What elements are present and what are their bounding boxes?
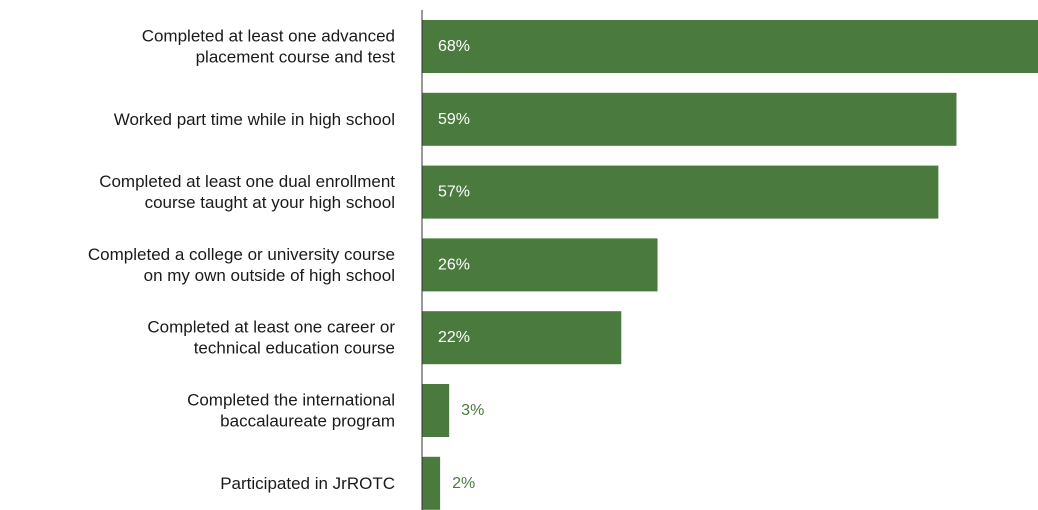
category-label-6: Participated in JrROTC (220, 474, 395, 493)
category-label-line: Completed at least one career or (147, 318, 395, 337)
value-label-6: 2% (452, 475, 475, 492)
bar-5 (422, 384, 450, 437)
category-label-line: technical education course (194, 339, 395, 358)
category-label-line: Worked part time while in high school (114, 110, 395, 129)
value-label-4: 22% (438, 329, 470, 346)
category-label-line: Completed a college or university course (88, 245, 395, 264)
category-label-line: baccalaureate program (220, 412, 395, 431)
category-label-line: placement course and test (196, 48, 396, 67)
category-label-line: on my own outside of high school (144, 266, 395, 285)
category-label-3: Completed a college or university course… (88, 245, 395, 285)
category-label-line: Completed at least one dual enrollment (99, 172, 395, 191)
bar-1 (422, 92, 957, 146)
bar-4 (422, 311, 622, 365)
bar-6 (422, 456, 441, 510)
category-label-line: Completed at least one advanced (142, 27, 395, 46)
value-label-0: 68% (438, 38, 470, 55)
category-label-line: Completed the international (187, 391, 395, 410)
bar-3 (422, 238, 658, 292)
value-label-1: 59% (438, 111, 470, 128)
bar-0 (422, 20, 1038, 73)
category-label-5: Completed the international baccalaureate… (187, 391, 395, 431)
value-label-2: 57% (438, 184, 470, 201)
bar-2 (422, 165, 939, 219)
category-label-1: Worked part time while in high school (114, 110, 395, 129)
value-label-5: 3% (461, 402, 484, 419)
category-label-4: Completed at least one career or technica… (147, 318, 395, 358)
category-label-line: course taught at your high school (145, 193, 395, 212)
category-label-line: Participated in JrROTC (220, 474, 395, 493)
value-label-3: 26% (438, 256, 470, 273)
category-label-0: Completed at least one advanced placement… (142, 27, 396, 67)
category-label-2: Completed at least one dual enrollment co… (99, 172, 395, 212)
